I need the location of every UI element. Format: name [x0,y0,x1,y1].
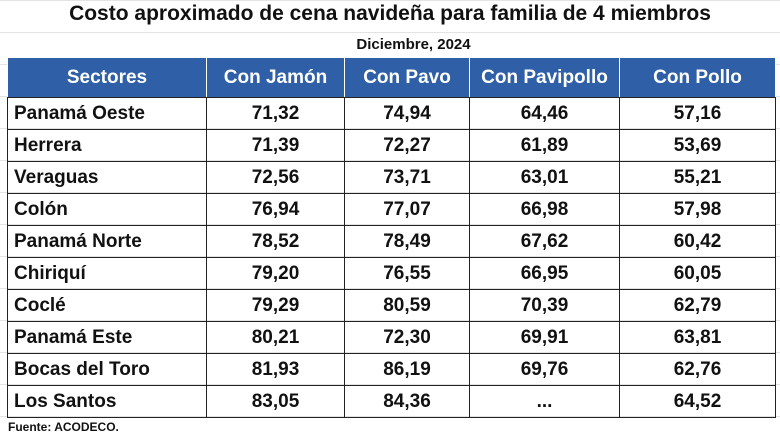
table-cell: 74,94 [344,97,470,130]
table-cell: 77,07 [344,193,470,226]
table-cell: Panamá Oeste [7,97,207,130]
table-cell: 63,01 [469,161,620,194]
table-cell: Panamá Norte [7,225,207,258]
table-cell: 62,79 [619,289,776,322]
table-cell: 84,36 [344,385,470,418]
table-cell: 70,39 [469,289,620,322]
table-cell: 73,71 [344,161,470,194]
table-cell: Panamá Este [7,321,207,354]
table-cell: 57,98 [619,193,776,226]
table-cell: 79,29 [206,289,345,322]
table-cell: 66,95 [469,257,620,290]
table-cell: 66,98 [469,193,620,226]
table-cell: 64,52 [619,385,776,418]
table-cell: Chiriquí [7,257,207,290]
table-cell: 53,69 [619,129,776,162]
table-cell: 78,52 [206,225,345,258]
table-cell: 71,39 [206,129,345,162]
table-cell: 63,81 [619,321,776,354]
table-cell: 60,05 [619,257,776,290]
table-cell: 83,05 [206,385,345,418]
table-cell: 69,91 [469,321,620,354]
table-cell: 64,46 [469,97,620,130]
column-header: Con Pavipollo [469,57,620,98]
table-cell: 69,76 [469,353,620,386]
table-cell: 76,94 [206,193,345,226]
table-cell: 71,32 [206,97,345,130]
title: Costo aproximado de cena navideña para f… [69,2,711,25]
table-cell: 78,49 [344,225,470,258]
subtitle: Diciembre, 2024 [356,36,471,53]
table-cell: Veraguas [7,161,207,194]
table-cell: 72,56 [206,161,345,194]
column-header: Con Jamón [206,57,345,98]
column-header: Con Pollo [619,57,776,98]
column-header: Sectores [7,57,207,98]
table-cell: 67,62 [469,225,620,258]
table-cell: 81,93 [206,353,345,386]
table-cell: 80,59 [344,289,470,322]
table-cell: Coclé [7,289,207,322]
table-cell: 62,76 [619,353,776,386]
table-cell: 61,89 [469,129,620,162]
table-cell: 86,19 [344,353,470,386]
table-cell: Herrera [7,129,207,162]
table-cell: 79,20 [206,257,345,290]
table-cell: 72,27 [344,129,470,162]
table-cell: 55,21 [619,161,776,194]
table-cell: 76,55 [344,257,470,290]
table-cell: 57,16 [619,97,776,130]
table-cell: 60,42 [619,225,776,258]
column-header: Con Pavo [344,57,470,98]
table-cell: Colón [7,193,207,226]
table-cell: ... [469,385,620,418]
table-cell: Los Santos [7,385,207,418]
table-cell: 80,21 [206,321,345,354]
table-cell: 72,30 [344,321,470,354]
table-cell: Bocas del Toro [7,353,207,386]
source: Fuente: ACODECO. [8,420,119,434]
